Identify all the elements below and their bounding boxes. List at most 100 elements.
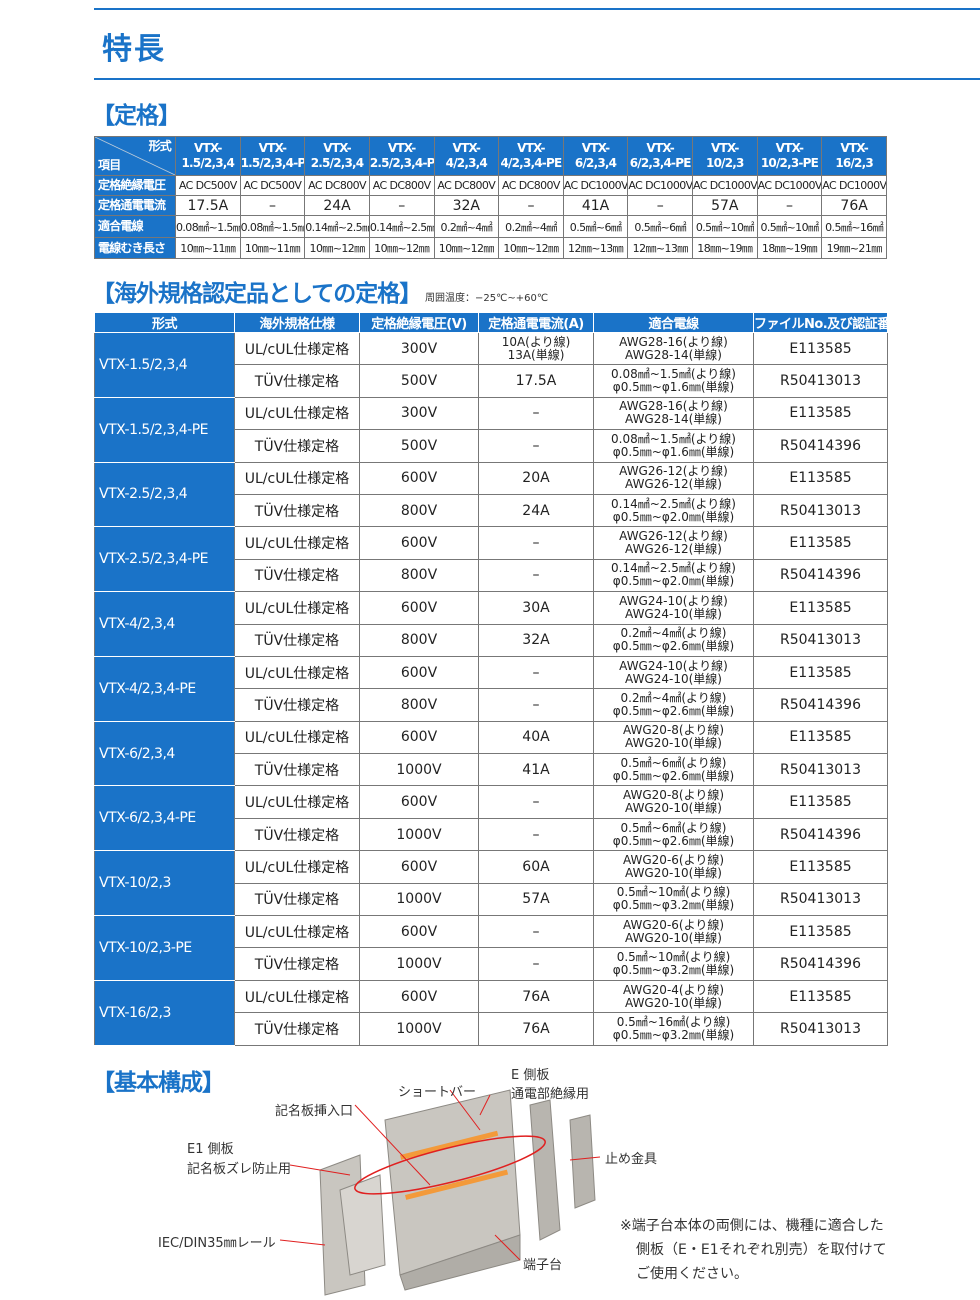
current-cell: 76A	[478, 979, 594, 1014]
wire-cell: AWG20-8(より線) AWG20-10(単線)	[593, 720, 754, 755]
current-line: 13A(単線)	[507, 347, 565, 362]
column-header: 適合電線	[593, 312, 754, 333]
spec-cell: TÜV仕様定格	[234, 364, 360, 398]
cert-row: VTX-4/2,3,4-PE UL/cUL仕様定格 600V – AWG24-10(より…	[94, 655, 888, 722]
model-cell: VTX-10/2,3-PE	[94, 915, 235, 981]
model-header-line: VTX-	[840, 141, 868, 155]
wire-cell: 0.2㎟~4㎟(より線) φ0.5㎜~φ2.6㎜(単線)	[593, 688, 754, 722]
model-header: VTX- 6/2,3,4-PE	[627, 136, 693, 176]
spec-cell: 12㎜~13㎜	[627, 237, 693, 259]
spec-cell: 10㎜~12㎜	[433, 237, 500, 259]
footnote: ※端子台本体の両側には、機種に適合した 側板（E・E1それぞれ別売）を取付けて …	[620, 1214, 887, 1286]
wire-line: AWG24-10(単線)	[625, 606, 722, 621]
spec-cell: AC DC1000V	[692, 175, 758, 196]
current-cell: 17.5A	[478, 364, 594, 398]
wire-line: AWG26-12(より線)	[619, 529, 728, 544]
footnote-line: ご使用ください。	[636, 1266, 748, 1282]
current-cell: 60A	[478, 850, 594, 884]
wire-cell: 0.5㎟~10㎟(より線) φ0.5㎜~φ3.2㎜(単線)	[593, 882, 754, 917]
spec-cell: AC DC800V	[368, 175, 435, 196]
model-cell: VTX-2.5/2,3,4	[94, 461, 235, 528]
file-number-cell: E113585	[753, 979, 888, 1014]
model-header: VTX-1.5/2,3,4-PE	[239, 136, 306, 176]
wire-cell: 0.14㎟~2.5㎟(より線) φ0.5㎜~φ2.0㎜(単線)	[593, 558, 754, 593]
current-line: 32A	[522, 632, 550, 649]
spec-cell: 19㎜~21㎜	[821, 237, 887, 259]
label-e-side: E 側板	[511, 1068, 550, 1083]
spec-cell: 0.08㎟~1.5㎟	[239, 215, 306, 238]
model-cell: VTX-1.5/2,3,4-PE	[94, 396, 235, 463]
spec-row: 定格通電電流 17.5A –24A –32A –41A –57A –76A	[94, 195, 887, 216]
current-cell: –	[478, 817, 594, 852]
voltage-cell: 500V	[359, 429, 479, 463]
wire-line: 0.14㎟~2.5㎟(より線)	[611, 496, 736, 511]
footnote-line: 側板（E・E1それぞれ別売）を取付けて	[636, 1242, 887, 1258]
model-header-line: 2.5/2,3,4	[310, 156, 364, 170]
spec-cell: UL/cUL仕様定格	[234, 526, 360, 560]
file-number-cell: E113585	[753, 396, 888, 431]
model-cell: VTX-6/2,3,4-PE	[94, 785, 235, 852]
wire-line: AWG20-8(より線)	[622, 723, 725, 738]
wire-line: AWG20-10(単線)	[625, 801, 722, 816]
model-header-line: 6/2,3,4	[574, 156, 617, 170]
spec-cell: AC DC1000V	[562, 175, 629, 196]
spec-cell: UL/cUL仕様定格	[234, 591, 360, 625]
spec-cell: 0.14㎟~2.5㎟	[368, 215, 435, 238]
spec-cell: 24A	[304, 195, 370, 216]
wire-line: 0.2㎟~4㎟(より線)	[620, 690, 727, 705]
wire-line: AWG28-14(単線)	[625, 412, 722, 427]
wire-line: 0.5㎟~6㎟(より線)	[620, 820, 727, 835]
spec-cell: 0.2㎟~4㎟	[498, 215, 564, 238]
spec-cell: UL/cUL仕様定格	[234, 785, 360, 819]
spec-cell: UL/cUL仕様定格	[234, 979, 360, 1014]
spec-row: 定格絶縁電圧 AC DC500V AC DC500V AC DC800V AC DC80…	[94, 175, 887, 196]
voltage-cell: 600V	[359, 915, 479, 949]
file-number-cell: E113585	[753, 915, 888, 949]
page-title: 特長	[102, 32, 166, 67]
wire-line: 0.5㎟~10㎟(より線)	[616, 885, 731, 900]
file-number-cell: R50414396	[753, 688, 888, 722]
voltage-cell: 600V	[359, 979, 479, 1014]
model-header-line: VTX-	[646, 141, 674, 155]
label-short-bar: ショートバー	[398, 1085, 477, 1100]
model-header-line: VTX-	[711, 141, 739, 155]
wire-line: φ0.5㎜~φ2.6㎜(単線)	[612, 639, 735, 654]
wire-line: AWG24-10(より線)	[619, 658, 728, 673]
spec-cell: 0.5㎟~6㎟	[627, 215, 693, 238]
wire-line: AWG28-16(より線)	[619, 334, 728, 349]
wire-line: 0.5㎟~10㎟(より線)	[616, 950, 731, 965]
spec-cell: 18㎜~19㎜	[756, 237, 823, 259]
cert-row: VTX-4/2,3,4 UL/cUL仕様定格 600V 30A AWG24-10(より線…	[94, 591, 888, 657]
file-number-cell: R50413013	[753, 364, 888, 398]
voltage-cell: 800V	[359, 558, 479, 593]
cert-row: TÜV仕様定格 1000V 76A 0.5㎟~16㎟(より線) φ0.5㎜~φ3.2㎜(…	[95, 1012, 888, 1046]
row-header: 電線むき長さ	[94, 237, 176, 259]
voltage-cell: 800V	[359, 623, 479, 657]
voltage-cell: 600V	[359, 720, 479, 755]
wire-line: φ0.5㎜~φ2.6㎜(単線)	[612, 768, 735, 783]
cert-row: VTX-6/2,3,4-PE UL/cUL仕様定格 600V – AWG20-8(より線…	[94, 785, 888, 852]
current-line: 41A	[522, 761, 550, 778]
wire-cell: 0.5㎟~16㎟(より線) φ0.5㎜~φ3.2㎜(単線)	[593, 1012, 754, 1046]
voltage-cell: 1000V	[359, 1012, 479, 1046]
current-line: 17.5A	[515, 373, 557, 390]
spec-cell: UL/cUL仕様定格	[234, 461, 360, 495]
wire-line: 0.5㎟~6㎟(より線)	[620, 755, 727, 770]
spec-cell: UL/cUL仕様定格	[234, 331, 360, 366]
wire-cell: AWG20-8(より線) AWG20-10(単線)	[593, 785, 754, 819]
current-cell: 57A	[478, 882, 594, 917]
cert-row: VTX-1.5/2,3,4 UL/cUL仕様定格 300V 10A(より線) 13A(単…	[94, 331, 888, 398]
spec-cell: AC DC1000V	[627, 175, 693, 196]
current-line: 76A	[522, 1020, 550, 1037]
model-header-line: VTX-	[517, 141, 545, 155]
file-number-cell: R50413013	[753, 623, 888, 657]
current-line: –	[532, 535, 540, 552]
spec-cell: UL/cUL仕様定格	[234, 915, 360, 949]
current-cell: –	[478, 655, 594, 690]
spec-cell: 41A	[562, 195, 629, 216]
current-line: –	[532, 826, 540, 843]
current-line: 30A	[522, 599, 550, 616]
model-header-line: 2.5/2,3,4-PE	[369, 156, 434, 170]
current-cell: 30A	[478, 591, 594, 625]
wire-cell: AWG20-4(より線) AWG20-10(単線)	[593, 979, 754, 1014]
